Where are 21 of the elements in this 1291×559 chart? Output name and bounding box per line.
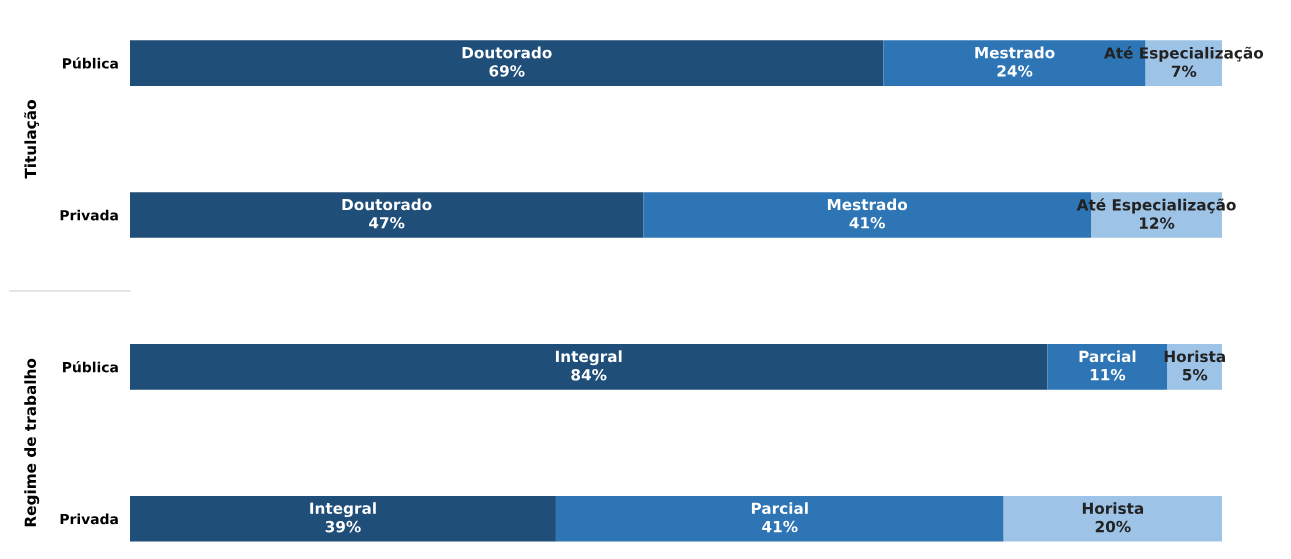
bar — [130, 192, 644, 238]
text: Regime de trabalho — [24, 358, 40, 527]
text: Titulação — [24, 100, 39, 179]
bar — [1003, 496, 1223, 542]
y-tick-label: Privada — [60, 513, 118, 525]
data-label: Mestrado 41% — [827, 198, 908, 229]
y-tick-label: Privada — [60, 209, 118, 221]
bar — [130, 496, 556, 542]
data-label: Doutorado 69% — [462, 46, 552, 77]
data-label: Doutorado 47% — [342, 198, 432, 229]
bar — [130, 344, 1048, 390]
data-label: Parcial 11% — [1079, 350, 1136, 381]
data-label: Horista 20% — [1082, 502, 1144, 533]
data-label: Mestrado 24% — [975, 46, 1055, 77]
bar — [555, 496, 1004, 542]
data-label: Integral 84% — [555, 350, 622, 381]
data-label: Integral 39% — [310, 502, 376, 533]
y-tick-label: Pública — [63, 361, 118, 373]
bar — [130, 40, 884, 86]
data-label: Parcial 41% — [751, 502, 808, 533]
y-tick-label: Pública — [63, 57, 118, 69]
